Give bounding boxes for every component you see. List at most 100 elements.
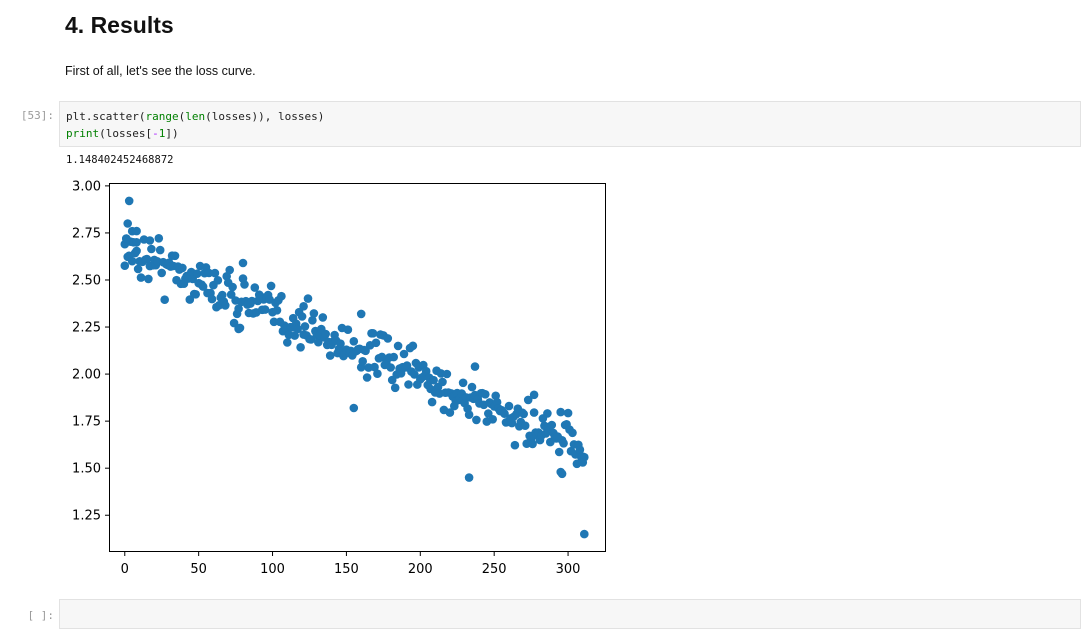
scatter-point [191,290,200,299]
cell-prompt: [53]: [20,109,54,122]
scatter-point [402,361,412,370]
y-tick-label: 2.00 [72,368,101,383]
scatter-point [133,264,143,274]
scatter-point [321,329,331,339]
scatter-point [124,196,134,206]
scatter-point [349,403,359,413]
scatter-point [386,363,396,372]
scatter-point [178,263,187,273]
scatter-point [147,244,156,254]
code-input[interactable]: plt.scatter(range(len(losses)), losses) … [66,108,324,142]
scatter-point [266,281,276,291]
code-cell[interactable]: plt.scatter(range(len(losses)), losses) … [59,101,1081,147]
scatter-point [529,408,539,417]
scatter-point [198,282,208,291]
scatter-point [563,408,573,418]
scatter-point [370,362,379,372]
scatter-point [556,407,565,417]
scatter-point [510,440,520,450]
scatter-point [368,329,378,338]
scatter-point [155,245,165,255]
scatter-point [580,529,589,539]
scatter-point [356,309,366,319]
scatter-point [136,273,146,282]
scatter-point [358,357,368,366]
scatter-point [464,473,474,482]
scatter-point [541,429,551,438]
scatter-point [458,378,468,388]
scatter-point [528,439,537,449]
scatter-point [393,341,403,351]
scatter-point [491,391,501,401]
loss-scatter-plot: 1.25 1.50 1.75 2.00 2.25 2.50 2.75 3.00 0 50 100 1… [72,179,606,577]
scatter-point [120,261,130,270]
scatter-point [559,439,568,448]
scatter-point [377,352,387,362]
scatter-point [192,269,202,278]
scatter-point [445,408,455,417]
scatter-point [213,276,223,285]
scatter-point [240,280,249,289]
empty-code-cell[interactable] [59,599,1081,629]
scatter-point [410,370,419,379]
scatter-point [519,409,528,419]
x-tick-label: 250 [482,562,507,577]
scatter-point [132,238,141,247]
scatter-point [293,324,302,334]
scatter-point [336,339,345,348]
scatter-point [123,219,132,228]
x-tick-label: 300 [556,562,581,577]
scatter-point [362,373,372,382]
scatter-point [389,352,399,362]
scatter-point [144,274,153,284]
scatter-point [349,337,359,346]
scatter-point [297,312,307,321]
scatter-point [229,318,239,328]
scatter-point [500,409,509,418]
scatter-point [427,397,437,407]
y-tick-label: 1.50 [72,462,101,477]
scatter-point [226,290,236,299]
scatter-point [399,349,409,359]
scatter-point [272,306,282,315]
scatter-point [303,294,313,303]
scatter-point [318,313,328,322]
scatter-point [269,317,279,327]
scatter-point [145,236,155,245]
scatter-point [234,324,243,334]
scatter-point [523,395,533,405]
scatter-point [309,309,319,318]
scatter-point [343,325,353,334]
scatter-point [464,410,474,419]
scatter-point [568,428,577,438]
scatter-point [481,390,490,399]
scatter-point [404,380,413,389]
scatter-point [520,421,530,430]
scatter-point [488,415,498,424]
x-tick-label: 150 [334,562,359,577]
x-tick-label: 200 [408,562,433,577]
scatter-point [238,258,248,268]
x-tick-label: 50 [190,562,207,577]
scatter-point [132,226,141,236]
scatter-point [221,301,230,310]
scatter-point [296,343,305,352]
empty-cell-prompt: [ ]: [27,609,55,622]
scatter-point [218,290,227,300]
scatter-point [260,305,270,314]
scatter-point [438,377,447,387]
scatter-point [575,445,585,455]
scatter-point [421,366,431,376]
x-tick-label: 100 [260,562,285,577]
scatter-point [277,291,286,301]
scatter-point [390,383,400,393]
y-tick-label: 3.00 [72,179,101,194]
scatter-point [408,341,418,351]
scatter-point [578,458,588,467]
x-tick-label: 0 [121,562,129,577]
scatter-point [283,338,292,347]
scatter-point [170,251,180,261]
scatter-point [308,316,317,325]
scatter-point [554,447,564,457]
y-tick-label: 1.25 [72,509,101,524]
